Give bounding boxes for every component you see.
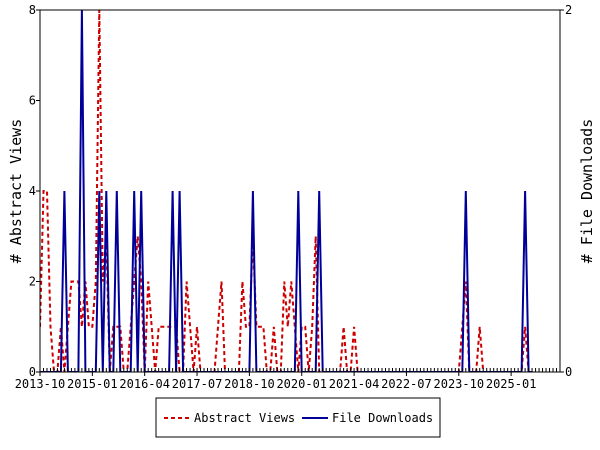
x-tick-label: 2016-04 [119,377,170,391]
x-axis: 2013-10 2015-01 2016-04 2017-07 2018-10 2020-… [15,368,561,391]
x-tick-label: 2025-01 [486,377,537,391]
y-left-tick-label: 6 [29,94,36,108]
y-left-tick-label: 8 [29,3,36,17]
x-tick-label: 2022-07 [381,377,432,391]
series-line-file-downloads [40,10,533,372]
x-tick-label: 2021-04 [329,377,380,391]
legend-box [155,397,441,438]
y-left-tick-label: 0 [29,365,36,379]
series-layer [40,10,533,372]
y-axis-left-title: # Abstract Views [7,119,25,264]
x-tick-label: 2017-07 [172,377,223,391]
y-left-tick-label: 2 [29,275,36,289]
y-left-tick-label: 4 [29,184,36,198]
x-tick-label: 2013-10 [15,377,66,391]
y-right-tick-label: 2 [565,3,572,17]
legend: Abstract Views File Downloads [155,397,441,438]
y-axis-left: 0 2 4 6 8 [29,3,40,379]
y-axis-right-title: # File Downloads [578,119,596,264]
y-axis-right: 02 [560,3,572,379]
legend-label-abstract-views: Abstract Views [194,411,295,425]
series-line-abstract-views [40,10,533,372]
x-tick-label: 2020-01 [276,377,327,391]
x-tick-label: 2018-10 [224,377,275,391]
x-tick-label: 2015-01 [67,377,118,391]
x-tick-label: 2023-10 [434,377,485,391]
y-right-tick-label: 0 [565,365,572,379]
legend-label-file-downloads: File Downloads [332,411,433,425]
